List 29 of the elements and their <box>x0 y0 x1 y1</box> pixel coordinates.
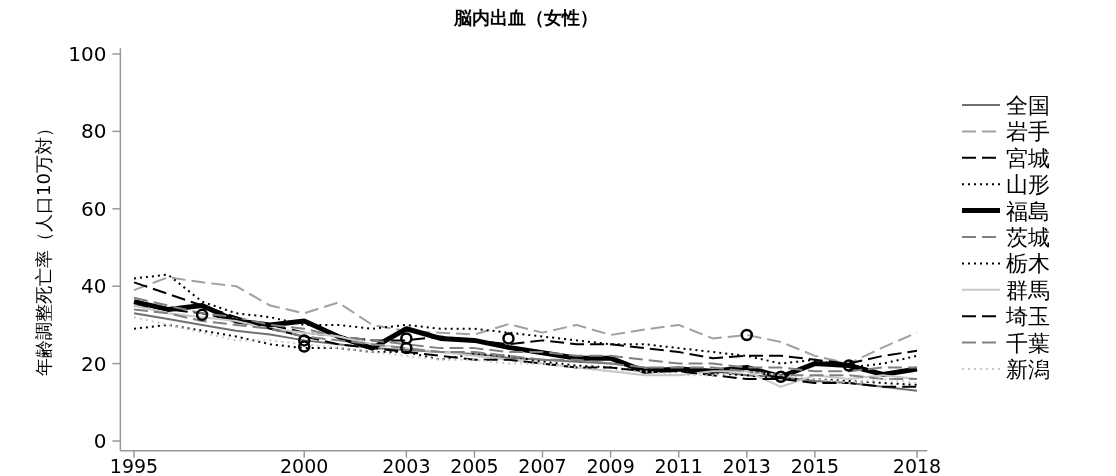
legend-label: 岩手 <box>1006 119 1050 145</box>
legend-label: 千葉 <box>1006 330 1050 356</box>
y-axis-title: 年齢調整死亡率（人口10万対） <box>33 119 54 376</box>
x-tick-label: 2009 <box>586 454 635 476</box>
chart-title: 脳内出血（女性） <box>452 7 598 28</box>
legend-label: 宮城 <box>1006 145 1050 171</box>
legend-label: 群馬 <box>1006 277 1050 303</box>
x-tick-label: 1995 <box>109 454 159 476</box>
x-tick-label: 2013 <box>722 454 771 476</box>
y-tick-label: 40 <box>80 274 107 299</box>
y-tick-label: 0 <box>93 429 107 453</box>
x-tick-label: 2011 <box>654 454 703 476</box>
y-tick-label: 20 <box>80 351 107 376</box>
legend-label: 栃木 <box>1006 251 1050 277</box>
legend-label: 福島 <box>1006 198 1050 224</box>
legend-label: 山形 <box>1006 172 1050 198</box>
y-tick-label: 100 <box>68 42 107 66</box>
x-tick-label: 2000 <box>280 454 329 476</box>
legend-label: 埼玉 <box>1005 304 1050 330</box>
x-tick-label: 2003 <box>382 454 431 476</box>
x-tick-label: 2007 <box>518 454 567 476</box>
legend-label: 茨城 <box>1006 225 1050 250</box>
legend-label: 全国 <box>1006 93 1050 118</box>
x-tick-label: 2005 <box>450 454 499 476</box>
legend-label: 新潟 <box>1006 357 1050 382</box>
y-tick-label: 60 <box>80 196 107 221</box>
x-tick-label: 2015 <box>790 454 840 476</box>
x-tick-label: 2018 <box>892 454 942 476</box>
y-tick-label: 80 <box>80 119 107 144</box>
